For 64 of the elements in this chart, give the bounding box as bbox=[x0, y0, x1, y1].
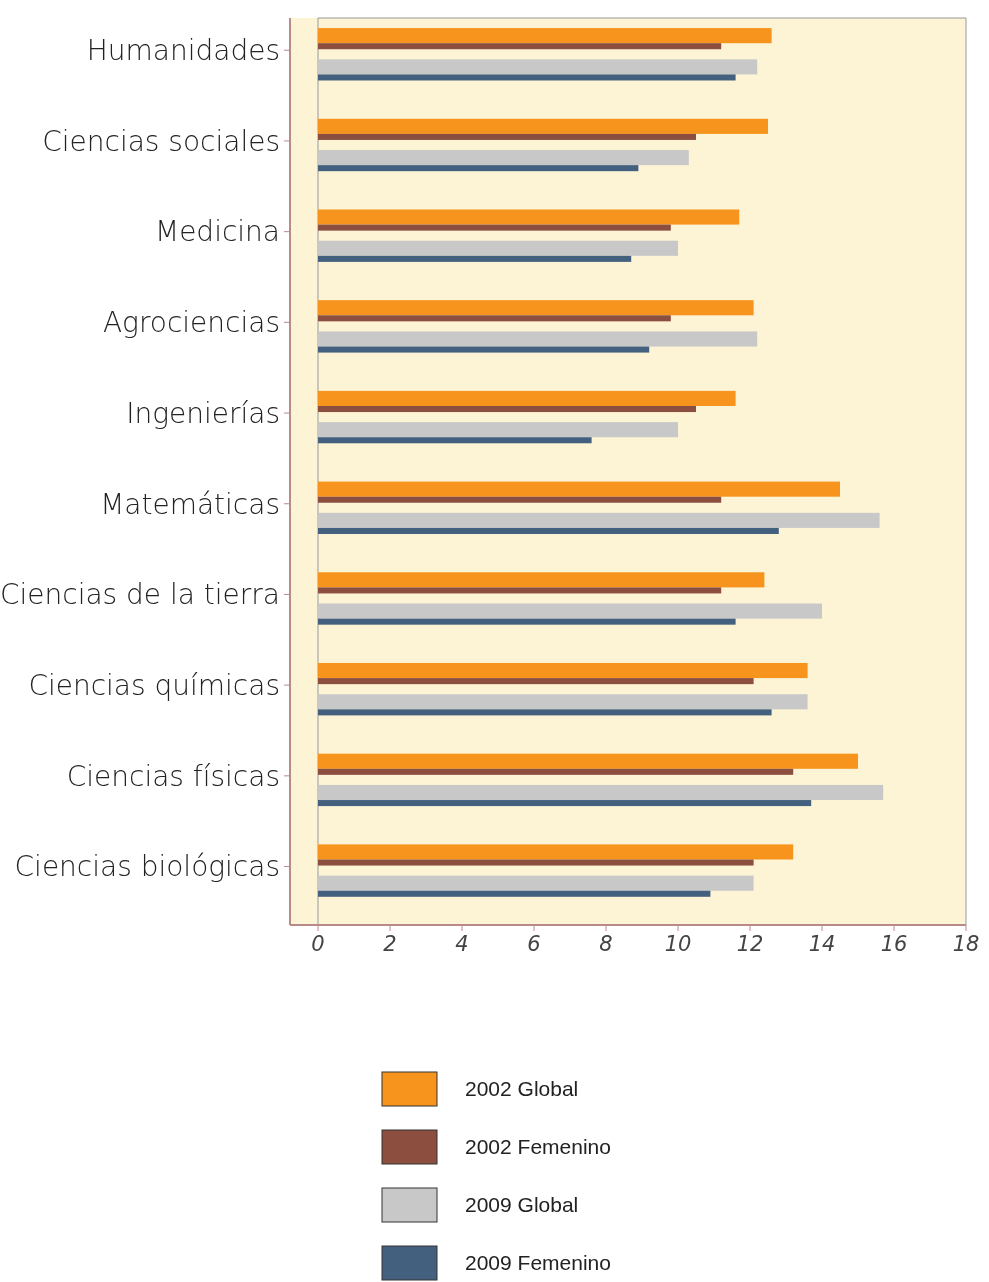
bar bbox=[318, 844, 794, 860]
y-tick-label: Ciencias químicas bbox=[28, 668, 280, 702]
bar bbox=[318, 43, 722, 50]
y-tick-label: Matemáticas bbox=[100, 487, 280, 521]
bar bbox=[318, 694, 808, 710]
bar bbox=[318, 300, 754, 316]
bar bbox=[318, 481, 840, 497]
y-tick-label: Ciencias biológicas bbox=[14, 850, 280, 884]
x-tick-label: 10 bbox=[664, 932, 692, 956]
y-tick-label: Ciencias de la tierra bbox=[0, 578, 280, 612]
y-tick-label: Agrociencias bbox=[102, 306, 280, 340]
bar bbox=[318, 496, 722, 503]
legend-label: 2002 Femenino bbox=[465, 1135, 611, 1159]
bar bbox=[318, 346, 650, 353]
bar bbox=[318, 800, 812, 807]
x-tick-label: 4 bbox=[455, 932, 469, 956]
bar bbox=[318, 875, 754, 891]
x-tick-label: 14 bbox=[808, 932, 836, 956]
bar bbox=[318, 572, 765, 588]
bar bbox=[318, 240, 678, 256]
bar bbox=[318, 390, 736, 406]
bar bbox=[318, 603, 822, 619]
bar bbox=[318, 315, 671, 322]
y-tick-label: Medicina bbox=[154, 215, 280, 249]
bar bbox=[318, 784, 884, 801]
bar bbox=[318, 331, 758, 347]
y-tick-label: Ciencias físicas bbox=[66, 759, 280, 793]
y-tick-label: Ciencias sociales bbox=[42, 124, 280, 158]
x-tick-label: 8 bbox=[599, 932, 613, 956]
bar bbox=[318, 768, 794, 775]
bar bbox=[318, 255, 632, 262]
bar bbox=[318, 209, 740, 225]
x-tick-label: 16 bbox=[880, 932, 908, 956]
bar bbox=[318, 59, 758, 75]
bar bbox=[318, 859, 754, 866]
bar bbox=[318, 118, 768, 134]
bar bbox=[318, 587, 722, 594]
y-tick-label: Humanidades bbox=[86, 34, 280, 68]
bar bbox=[318, 437, 592, 444]
x-tick-label: 12 bbox=[736, 932, 764, 956]
legend-label: 2002 Global bbox=[465, 1077, 579, 1101]
x-tick-label: 0 bbox=[311, 932, 325, 956]
bar bbox=[318, 709, 772, 716]
legend-label: 2009 Femenino bbox=[465, 1251, 611, 1275]
bar bbox=[318, 527, 779, 534]
bar bbox=[318, 165, 639, 172]
bar bbox=[318, 150, 689, 166]
bar bbox=[318, 890, 711, 897]
bar bbox=[318, 753, 858, 769]
bar bbox=[318, 405, 696, 413]
bar bbox=[318, 224, 671, 231]
bar bbox=[318, 133, 696, 140]
bar bbox=[318, 74, 736, 81]
bar bbox=[318, 618, 736, 625]
x-tick-label: 2 bbox=[383, 932, 397, 956]
x-tick-label: 18 bbox=[952, 932, 980, 956]
y-tick-label: Ingenierías bbox=[126, 396, 280, 430]
bar bbox=[318, 678, 754, 685]
legend-label: 2009 Global bbox=[465, 1193, 579, 1217]
x-tick-label: 6 bbox=[527, 932, 541, 956]
bar bbox=[318, 512, 880, 528]
bar bbox=[318, 422, 678, 438]
bar bbox=[318, 662, 808, 679]
bar bbox=[318, 28, 772, 44]
